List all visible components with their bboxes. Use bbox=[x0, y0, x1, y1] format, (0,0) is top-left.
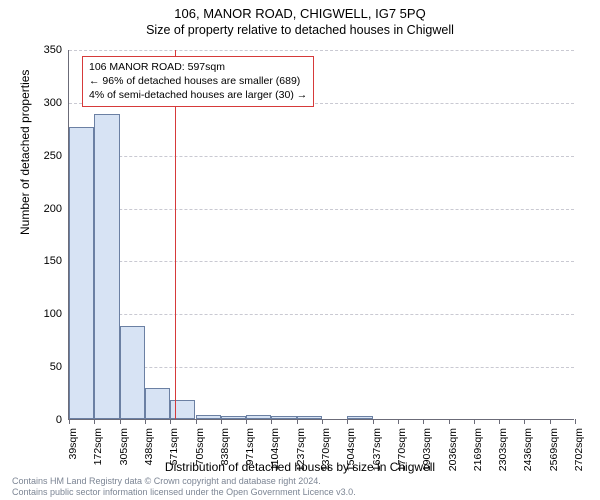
title-main: 106, MANOR ROAD, CHIGWELL, IG7 5PQ bbox=[0, 0, 600, 21]
y-tick-label: 350 bbox=[22, 44, 62, 56]
histogram-bar bbox=[271, 416, 296, 419]
x-tick bbox=[120, 419, 121, 424]
x-tick bbox=[196, 419, 197, 424]
x-tick bbox=[271, 419, 272, 424]
x-tick bbox=[499, 419, 500, 424]
x-tick bbox=[94, 419, 95, 424]
histogram-bar bbox=[297, 416, 322, 419]
histogram-bar bbox=[196, 415, 221, 419]
y-tick-label: 150 bbox=[22, 255, 62, 267]
x-tick bbox=[246, 419, 247, 424]
histogram-bar bbox=[94, 114, 119, 420]
histogram-bar bbox=[347, 416, 372, 419]
info-line-1: 106 MANOR ROAD: 597sqm bbox=[89, 60, 307, 74]
attrib-line-2: Contains public sector information licen… bbox=[12, 487, 356, 498]
y-tick-label: 50 bbox=[22, 361, 62, 373]
x-tick bbox=[145, 419, 146, 424]
histogram-bar bbox=[221, 416, 246, 419]
histogram-bar bbox=[246, 415, 271, 419]
x-tick bbox=[322, 419, 323, 424]
info-line-3: 4% of semi-detached houses are larger (3… bbox=[89, 88, 307, 102]
y-tick-label: 200 bbox=[22, 203, 62, 215]
y-tick-label: 0 bbox=[22, 414, 62, 426]
x-tick bbox=[373, 419, 374, 424]
histogram-bar bbox=[69, 127, 94, 419]
chart-area: 05010015020025030035039sqm172sqm305sqm43… bbox=[68, 50, 574, 420]
gridline bbox=[69, 156, 574, 157]
x-tick bbox=[398, 419, 399, 424]
x-tick bbox=[550, 419, 551, 424]
x-tick bbox=[524, 419, 525, 424]
x-tick bbox=[297, 419, 298, 424]
gridline bbox=[69, 261, 574, 262]
x-tick bbox=[221, 419, 222, 424]
x-tick bbox=[449, 419, 450, 424]
x-tick bbox=[474, 419, 475, 424]
title-sub: Size of property relative to detached ho… bbox=[0, 21, 600, 37]
gridline bbox=[69, 209, 574, 210]
gridline bbox=[69, 314, 574, 315]
x-tick bbox=[170, 419, 171, 424]
attrib-line-1: Contains HM Land Registry data © Crown c… bbox=[12, 476, 356, 487]
x-tick bbox=[347, 419, 348, 424]
attribution: Contains HM Land Registry data © Crown c… bbox=[12, 476, 356, 498]
histogram-bar bbox=[120, 326, 145, 419]
x-tick bbox=[575, 419, 576, 424]
x-tick bbox=[69, 419, 70, 424]
x-axis-title: Distribution of detached houses by size … bbox=[0, 460, 600, 474]
y-tick-label: 250 bbox=[22, 150, 62, 162]
histogram-bar bbox=[170, 400, 195, 419]
y-tick-label: 100 bbox=[22, 308, 62, 320]
histogram-bar bbox=[145, 388, 170, 419]
y-tick-label: 300 bbox=[22, 97, 62, 109]
chart-container: 106, MANOR ROAD, CHIGWELL, IG7 5PQ Size … bbox=[0, 0, 600, 500]
info-line-2: ← 96% of detached houses are smaller (68… bbox=[89, 74, 307, 88]
x-tick bbox=[423, 419, 424, 424]
gridline bbox=[69, 50, 574, 51]
info-box: 106 MANOR ROAD: 597sqm ← 96% of detached… bbox=[82, 56, 314, 107]
